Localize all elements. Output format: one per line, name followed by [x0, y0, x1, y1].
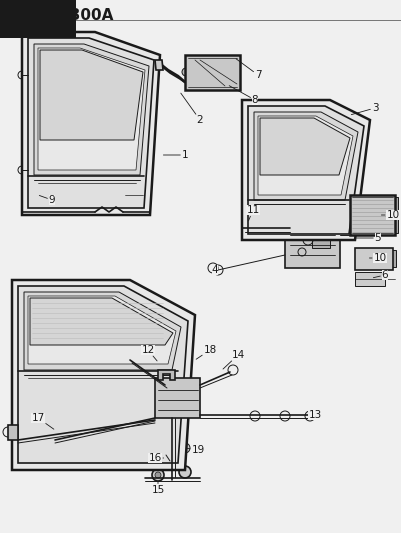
- Polygon shape: [354, 248, 392, 270]
- Text: 90371: 90371: [8, 8, 61, 23]
- Polygon shape: [257, 116, 352, 195]
- Text: 2300A: 2300A: [60, 8, 114, 23]
- Text: 7: 7: [235, 59, 261, 80]
- Circle shape: [192, 65, 207, 79]
- Text: 10: 10: [369, 253, 386, 263]
- Text: 14: 14: [223, 350, 244, 369]
- Circle shape: [196, 69, 203, 75]
- Text: 1: 1: [163, 150, 188, 160]
- Bar: [354, 272, 384, 286]
- Text: 18: 18: [196, 345, 216, 359]
- Circle shape: [182, 68, 190, 76]
- Polygon shape: [158, 370, 174, 380]
- Circle shape: [180, 443, 190, 453]
- Text: 6: 6: [373, 270, 387, 280]
- Polygon shape: [38, 48, 145, 170]
- Text: 17: 17: [31, 413, 54, 429]
- Text: 10: 10: [381, 210, 399, 220]
- Bar: [289, 222, 309, 237]
- Text: 2: 2: [180, 93, 203, 125]
- Polygon shape: [30, 298, 172, 345]
- Polygon shape: [349, 195, 394, 235]
- Polygon shape: [184, 55, 239, 90]
- Text: 12: 12: [141, 345, 157, 361]
- Text: 8: 8: [229, 86, 258, 105]
- Polygon shape: [8, 425, 18, 440]
- Bar: [311, 228, 329, 248]
- Polygon shape: [34, 44, 149, 175]
- Text: 3: 3: [350, 103, 377, 115]
- Bar: [390, 250, 395, 267]
- Text: 13: 13: [308, 410, 321, 420]
- Circle shape: [178, 466, 190, 478]
- Text: 4: 4: [211, 265, 218, 275]
- Polygon shape: [155, 60, 162, 70]
- Polygon shape: [253, 112, 357, 200]
- Text: 16: 16: [148, 453, 163, 463]
- Polygon shape: [40, 50, 143, 140]
- Polygon shape: [12, 280, 194, 470]
- Bar: [125, 188, 143, 200]
- Polygon shape: [28, 38, 154, 208]
- Text: 11: 11: [246, 205, 259, 221]
- Text: 5: 5: [356, 233, 381, 243]
- Polygon shape: [18, 286, 188, 463]
- Polygon shape: [24, 292, 180, 370]
- Polygon shape: [259, 118, 349, 175]
- Polygon shape: [28, 296, 176, 364]
- Text: 9: 9: [39, 195, 55, 205]
- Bar: [284, 218, 339, 268]
- Polygon shape: [247, 106, 363, 234]
- Bar: [339, 230, 351, 240]
- Polygon shape: [22, 32, 160, 215]
- Text: 15: 15: [151, 481, 164, 495]
- Bar: [391, 197, 397, 233]
- Circle shape: [155, 472, 160, 478]
- Polygon shape: [241, 100, 369, 240]
- Text: 19: 19: [186, 445, 204, 455]
- Polygon shape: [155, 378, 200, 418]
- Circle shape: [152, 469, 164, 481]
